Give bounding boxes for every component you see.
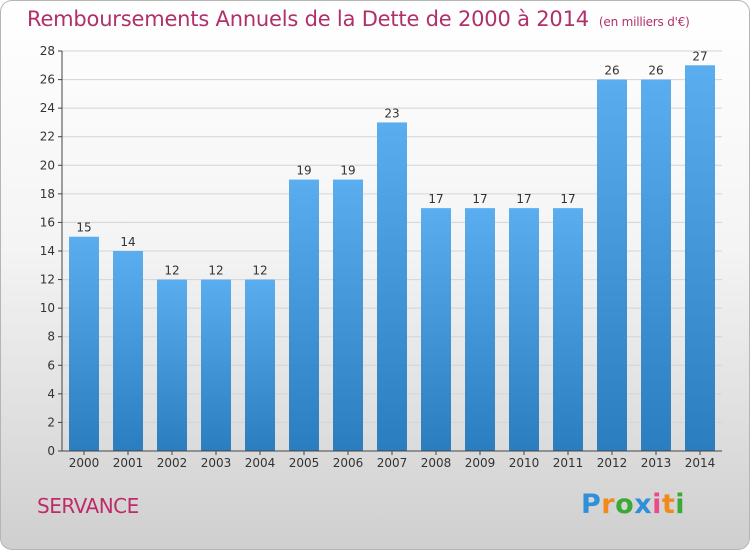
- value-label-2006: 19: [340, 164, 355, 178]
- x-tick-label-2008: 2008: [421, 456, 452, 470]
- y-tick-label: 2: [47, 415, 55, 429]
- y-tick-label: 16: [40, 215, 55, 229]
- bars: 15 14 12 12 12 19 19 23 17 17 17 17 26 26 27: [69, 49, 715, 452]
- x-tick-label-2012: 2012: [597, 456, 628, 470]
- bar-2007: [377, 122, 407, 451]
- bar-2009: [465, 208, 495, 451]
- bar-2005: [289, 179, 319, 452]
- x-tick-label-2010: 2010: [509, 456, 540, 470]
- x-tick-label-2014: 2014: [685, 456, 716, 470]
- value-label-2005: 19: [296, 164, 311, 178]
- value-label-2002: 12: [164, 264, 179, 278]
- x-tick-label-2009: 2009: [465, 456, 496, 470]
- y-tick-label: 14: [40, 244, 55, 258]
- bar-2006: [333, 179, 363, 452]
- x-tick-label-2005: 2005: [289, 456, 320, 470]
- bar-2003: [201, 279, 231, 451]
- x-tick-label-2000: 2000: [69, 456, 100, 470]
- bar-2013: [641, 79, 671, 452]
- y-tick-label: 24: [40, 101, 55, 115]
- x-tick-label-2001: 2001: [113, 456, 144, 470]
- y-tick-label: 22: [40, 130, 55, 144]
- y-tick-label: 0: [47, 444, 55, 458]
- bar-2011: [553, 208, 583, 451]
- title-text: Remboursements Annuels de la Dette de 20…: [27, 7, 589, 31]
- y-tick-label: 28: [40, 44, 55, 58]
- bar-2010: [509, 208, 539, 451]
- value-label-2014: 27: [692, 49, 707, 63]
- bar-2008: [421, 208, 451, 451]
- x-tick-label-2004: 2004: [245, 456, 276, 470]
- bar-2014: [685, 65, 715, 452]
- bar-2000: [69, 236, 99, 451]
- value-label-2011: 17: [560, 192, 575, 206]
- value-label-2013: 26: [648, 64, 663, 78]
- commune-name: SERVANCE: [37, 494, 139, 518]
- bar-2012: [597, 79, 627, 452]
- x-axis: 2000 2001 2002 2003 2004 2005 2006 2007 2008 2009…: [62, 450, 722, 470]
- chart-title: Remboursements Annuels de la Dette de 20…: [27, 7, 690, 31]
- x-tick-label-2011: 2011: [553, 456, 584, 470]
- y-tick-label: 8: [47, 330, 55, 344]
- y-tick-label: 18: [40, 187, 55, 201]
- value-label-2007: 23: [384, 106, 399, 120]
- value-label-2012: 26: [604, 64, 619, 78]
- value-label-2010: 17: [516, 192, 531, 206]
- x-tick-label-2013: 2013: [641, 456, 672, 470]
- value-label-2000: 15: [76, 221, 91, 235]
- x-tick-label-2002: 2002: [157, 456, 188, 470]
- value-label-2004: 12: [252, 264, 267, 278]
- y-tick-label: 4: [47, 387, 55, 401]
- bar-2002: [157, 279, 187, 451]
- y-tick-label: 6: [47, 358, 55, 372]
- value-label-2008: 17: [428, 192, 443, 206]
- x-tick-label-2003: 2003: [201, 456, 232, 470]
- x-tick-label-2006: 2006: [333, 456, 364, 470]
- bar-2001: [113, 251, 143, 451]
- subtitle: (en milliers d'€): [598, 15, 690, 29]
- y-tick-label: 20: [40, 158, 55, 172]
- value-label-2003: 12: [208, 264, 223, 278]
- y-tick-label: 12: [40, 273, 55, 287]
- x-tick-label-2007: 2007: [377, 456, 408, 470]
- value-label-2001: 14: [120, 235, 135, 249]
- y-tick-label: 26: [40, 73, 55, 87]
- value-label-2009: 17: [472, 192, 487, 206]
- proxiti-logo[interactable]: Proxiti: [581, 489, 686, 520]
- y-tick-label: 10: [40, 301, 55, 315]
- bar-2004: [245, 279, 275, 451]
